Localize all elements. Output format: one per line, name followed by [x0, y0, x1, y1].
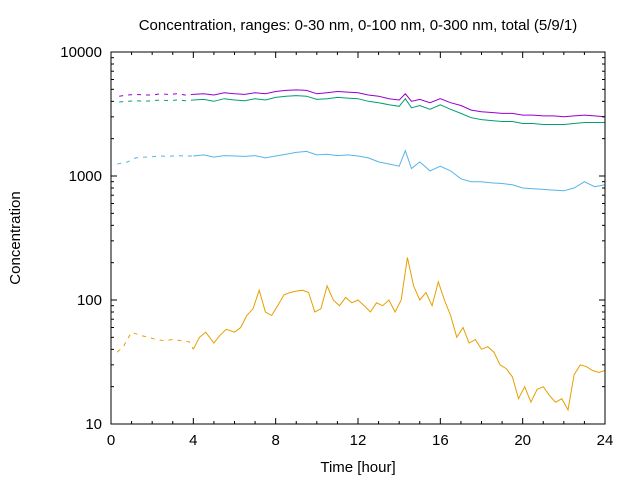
x-tick-label: 8	[271, 432, 279, 449]
series-2-solid-segment	[193, 95, 605, 125]
series-2-line	[119, 95, 605, 125]
series-4-line	[116, 257, 606, 412]
y-tick-label: 1000	[69, 168, 102, 185]
series-1-dotted-segment	[119, 93, 194, 97]
series-3-dotted-segment	[117, 155, 194, 165]
y-tick-label: 100	[77, 292, 102, 309]
y-tick-label: 10000	[60, 44, 102, 61]
series-3-solid-segment	[193, 149, 606, 192]
x-tick-label: 24	[597, 432, 614, 449]
series-4-dotted-segment	[116, 331, 194, 353]
plot-frame	[110, 51, 606, 425]
series-1-line	[119, 89, 606, 118]
series-2-dotted-segment	[119, 99, 194, 103]
series-3-line	[117, 149, 606, 192]
x-tick-label: 20	[514, 432, 531, 449]
chart-title: Concentration, ranges: 0-30 nm, 0-100 nm…	[139, 17, 578, 34]
x-tick-label: 16	[432, 432, 449, 449]
series-1-solid-segment	[193, 89, 606, 118]
series-4-solid-segment	[192, 257, 606, 412]
axis-layer: 0 4 8 12 16 20 24 10 100 1000 10000	[60, 44, 613, 449]
series-layer	[116, 89, 606, 412]
x-tick-label: 0	[107, 432, 115, 449]
x-tick-label: 12	[350, 432, 367, 449]
y-axis-label: Concentration	[7, 191, 24, 284]
x-tick-label: 4	[189, 432, 197, 449]
x-axis-label: Time [hour]	[320, 459, 395, 476]
y-tick-label: 10	[85, 416, 102, 433]
